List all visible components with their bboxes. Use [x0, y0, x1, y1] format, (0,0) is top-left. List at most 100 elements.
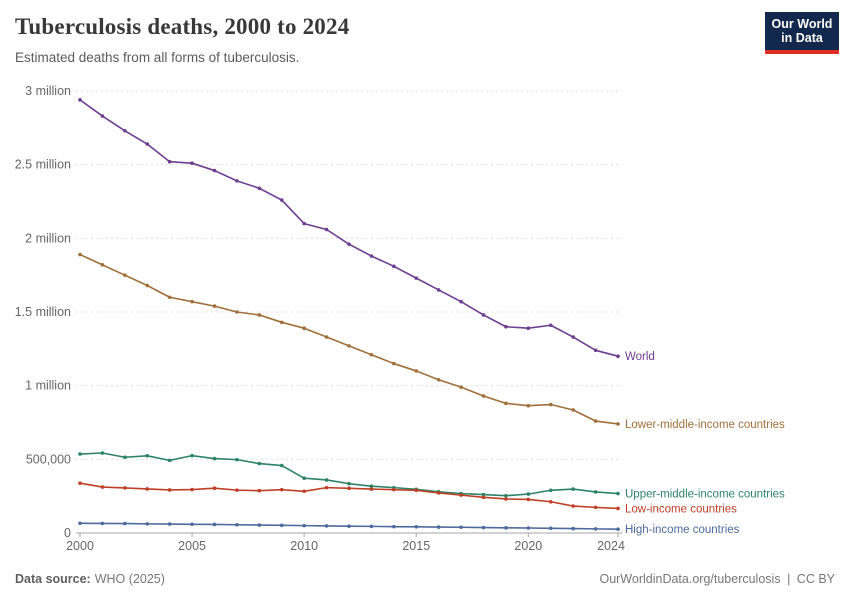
- y-axis-label: 3 million: [25, 84, 71, 98]
- data-point-low-income-countries: [459, 493, 463, 497]
- data-point-low-income-countries: [257, 488, 262, 493]
- data-point-lower-middle-income-countries: [548, 402, 553, 407]
- data-point-upper-middle-income-countries: [100, 451, 105, 455]
- data-point-high-income-countries: [78, 521, 82, 526]
- data-point-world: [459, 299, 463, 304]
- data-point-lower-middle-income-countries: [571, 408, 575, 412]
- data-point-upper-middle-income-countries: [571, 487, 575, 491]
- x-axis-label: 2020: [514, 539, 542, 553]
- data-point-high-income-countries: [235, 522, 239, 527]
- data-point-upper-middle-income-countries: [369, 484, 374, 488]
- data-point-world: [526, 326, 531, 331]
- data-point-lower-middle-income-countries: [436, 377, 441, 382]
- data-point-high-income-countries: [436, 525, 441, 529]
- data-point-upper-middle-income-countries: [167, 458, 172, 463]
- owid-logo[interactable]: Our World in Data: [765, 12, 839, 54]
- y-axis-label: 1.5 million: [15, 305, 71, 319]
- data-point-low-income-countries: [78, 481, 82, 486]
- data-point-low-income-countries: [526, 497, 531, 502]
- data-point-lower-middle-income-countries: [392, 361, 396, 366]
- data-point-low-income-countries: [436, 491, 441, 495]
- data-point-low-income-countries: [324, 485, 329, 490]
- data-point-upper-middle-income-countries: [235, 457, 239, 462]
- data-point-lower-middle-income-countries: [100, 263, 105, 267]
- data-point-low-income-countries: [123, 486, 127, 490]
- data-point-upper-middle-income-countries: [302, 476, 306, 480]
- data-point-high-income-countries: [392, 524, 396, 529]
- data-point-upper-middle-income-countries: [123, 455, 127, 460]
- data-point-world: [571, 335, 575, 339]
- data-point-upper-middle-income-countries: [257, 461, 262, 466]
- x-axis-label: 2010: [290, 539, 318, 553]
- x-axis-label: 2015: [402, 539, 430, 553]
- logo-line2: in Data: [781, 31, 823, 46]
- license-label: CC BY: [796, 572, 835, 586]
- data-point-low-income-countries: [235, 488, 239, 492]
- series-label-world[interactable]: World: [625, 351, 655, 363]
- y-axis-label: 0: [64, 526, 71, 540]
- data-point-high-income-countries: [481, 525, 486, 530]
- data-point-upper-middle-income-countries: [593, 490, 598, 494]
- data-point-high-income-countries: [616, 527, 620, 531]
- data-point-high-income-countries: [369, 524, 374, 529]
- x-axis-label: 2000: [66, 539, 94, 553]
- data-point-low-income-countries: [279, 487, 284, 492]
- data-point-low-income-countries: [302, 489, 306, 494]
- data-point-low-income-countries: [100, 485, 105, 489]
- data-point-upper-middle-income-countries: [616, 491, 620, 496]
- data-point-world: [593, 348, 598, 353]
- data-point-high-income-countries: [526, 526, 531, 530]
- data-point-high-income-countries: [302, 523, 306, 528]
- data-point-world: [369, 254, 374, 258]
- data-point-lower-middle-income-countries: [459, 385, 463, 389]
- data-source-value: WHO (2025): [94, 572, 165, 586]
- data-point-lower-middle-income-countries: [257, 313, 262, 317]
- page-title: Tuberculosis deaths, 2000 to 2024: [15, 14, 350, 39]
- series-line-lower-middle-income-countries[interactable]: [79, 253, 619, 425]
- data-point-high-income-countries: [167, 522, 172, 526]
- logo-line1: Our World: [771, 17, 833, 31]
- data-point-upper-middle-income-countries: [347, 481, 351, 486]
- data-point-high-income-countries: [212, 522, 217, 527]
- data-point-world: [167, 159, 172, 164]
- data-source: Data source: WHO (2025): [15, 572, 165, 586]
- owid-link[interactable]: OurWorldinData.org/tuberculosis: [599, 572, 781, 586]
- data-point-world: [616, 354, 620, 359]
- series-label-low-income-countries[interactable]: Low-income countries: [625, 503, 737, 515]
- data-point-high-income-countries: [459, 525, 463, 530]
- x-axis-label: 2024: [597, 539, 625, 553]
- data-point-upper-middle-income-countries: [190, 453, 194, 458]
- series-label-upper-middle-income-countries[interactable]: Upper-middle-income countries: [625, 489, 785, 501]
- y-axis-label: 2.5 million: [15, 158, 71, 172]
- data-point-high-income-countries: [548, 526, 553, 531]
- data-point-world: [235, 179, 239, 183]
- data-point-low-income-countries: [190, 487, 194, 492]
- data-point-upper-middle-income-countries: [324, 478, 329, 482]
- data-point-low-income-countries: [347, 486, 351, 491]
- data-point-low-income-countries: [571, 504, 575, 508]
- data-point-world: [78, 98, 82, 102]
- series-label-high-income-countries[interactable]: High-income countries: [625, 524, 740, 536]
- data-point-high-income-countries: [504, 526, 508, 530]
- series-label-lower-middle-income-countries[interactable]: Lower-middle-income countries: [625, 419, 785, 431]
- data-point-high-income-countries: [571, 526, 575, 531]
- data-point-lower-middle-income-countries: [78, 252, 82, 257]
- x-axis-label: 2005: [178, 539, 206, 553]
- data-point-lower-middle-income-countries: [593, 419, 598, 423]
- data-point-world: [100, 114, 105, 118]
- data-point-low-income-countries: [212, 486, 217, 491]
- data-point-upper-middle-income-countries: [526, 492, 531, 496]
- data-point-lower-middle-income-countries: [302, 326, 306, 331]
- data-point-upper-middle-income-countries: [279, 463, 284, 468]
- data-point-lower-middle-income-countries: [123, 273, 127, 277]
- y-axis-label: 2 million: [25, 231, 71, 245]
- data-point-lower-middle-income-countries: [167, 295, 172, 300]
- data-point-low-income-countries: [392, 487, 396, 492]
- data-point-lower-middle-income-countries: [145, 283, 150, 288]
- series-line-world[interactable]: [79, 99, 619, 357]
- data-point-world: [347, 242, 351, 247]
- data-point-low-income-countries: [504, 497, 508, 501]
- data-point-high-income-countries: [593, 527, 598, 531]
- y-axis-label: 1 million: [25, 379, 71, 393]
